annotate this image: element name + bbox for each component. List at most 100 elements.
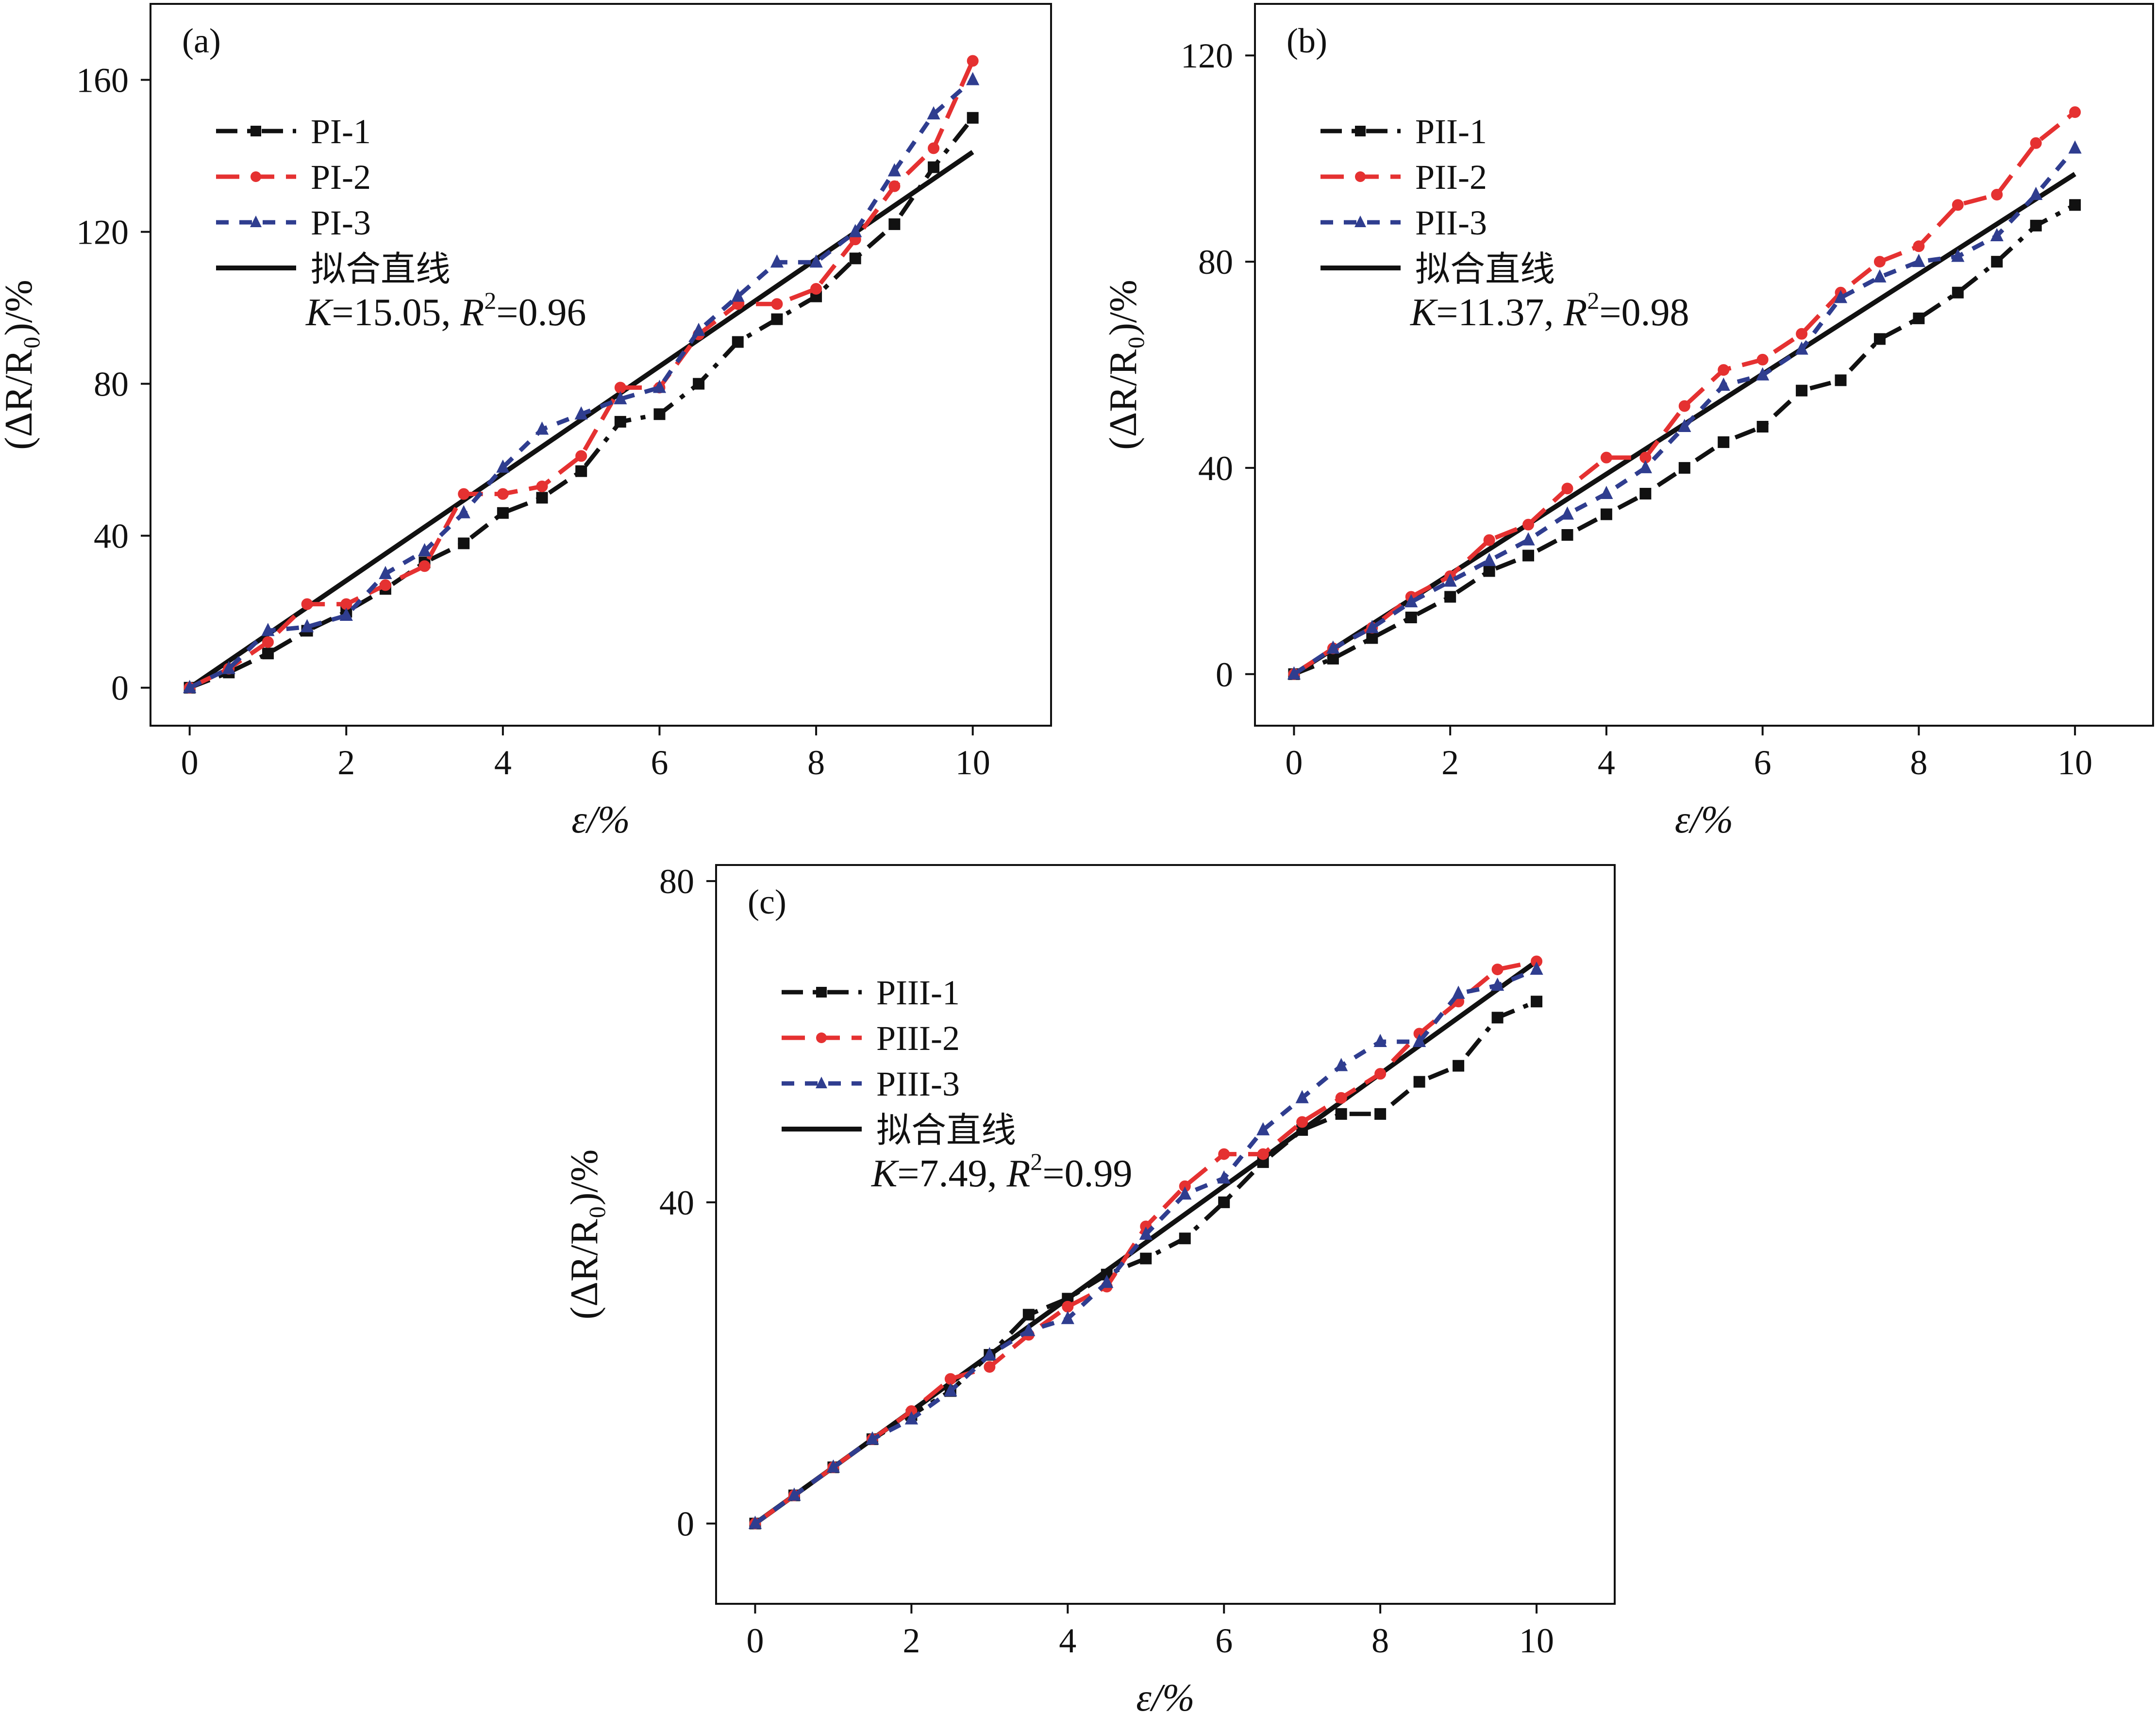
data-point: [748, 1515, 762, 1529]
data-point: [1179, 1180, 1191, 1192]
data-point: [1412, 1033, 1426, 1047]
data-point: [904, 1411, 919, 1425]
data-point: [887, 163, 902, 177]
data-point: [984, 1361, 996, 1373]
chart-panel-a: 0 2 4 6 8 1004080120160ε/%(ΔR/R₀)/%(a)PI-1PI-…: [0, 3, 1052, 841]
data-point: [1835, 374, 1847, 386]
data-point: [1561, 483, 1573, 495]
data-point: [1991, 256, 2003, 268]
y-tick-label: 120: [1181, 36, 1233, 75]
data-point: [1913, 312, 1925, 324]
legend-label: PIII-3: [876, 1065, 960, 1103]
data-point: [1374, 1108, 1387, 1120]
fit-r-symbol: R: [1563, 291, 1588, 334]
legend-label: 拟合直线: [876, 1111, 1016, 1150]
data-point: [497, 488, 509, 500]
data-point: [866, 1431, 879, 1445]
y-axis-title: (ΔR/R₀)/%: [0, 280, 40, 449]
fit-r-value: =0.99: [1042, 1152, 1132, 1195]
data-point: [983, 1347, 996, 1361]
x-tick-label: 4: [1059, 1621, 1076, 1660]
data-point: [1296, 1116, 1308, 1128]
x-tick-label: 8: [1910, 743, 1927, 782]
legend-marker: [816, 1032, 827, 1043]
data-point: [535, 421, 549, 435]
data-point: [809, 254, 823, 268]
data-point: [731, 288, 745, 302]
y-tick-label: 160: [76, 61, 129, 100]
data-point: [339, 607, 353, 621]
x-tick-label: 10: [1519, 1621, 1554, 1660]
chart-panel-b: 0 2 4 6 8 10 0 40 80 120 ε/% (ΔR/R₀)/% (b) PII-1 PII-2…: [1102, 3, 2154, 841]
legend-label: 拟合直线: [311, 250, 451, 289]
fit-r-superscript: 2: [1030, 1148, 1042, 1175]
data-point: [1522, 518, 1535, 531]
x-tick-label: 0: [746, 1621, 764, 1660]
y-axis-title: (ΔR/R₀)/%: [563, 1149, 606, 1319]
data-point: [379, 566, 392, 579]
series-line-pi-2: [188, 60, 975, 690]
x-tick-label: 4: [1598, 743, 1615, 782]
data-point: [1638, 460, 1652, 473]
legend-marker: [1355, 126, 1366, 136]
data-point: [1443, 573, 1457, 587]
data-point: [1179, 1232, 1191, 1245]
data-point: [1374, 1068, 1387, 1080]
x-axis-title: ε/%: [1675, 799, 1733, 841]
x-tick-label: 6: [1215, 1621, 1233, 1660]
data-point: [770, 254, 784, 268]
data-point: [1217, 1170, 1231, 1184]
data-point: [1218, 1148, 1230, 1160]
x-tick-label: 6: [651, 743, 668, 782]
y-tick-label: 0: [111, 669, 129, 708]
y-tick-label: 80: [659, 862, 694, 901]
data-point: [1295, 1090, 1309, 1103]
data-point: [1756, 367, 1770, 381]
data-point: [1951, 249, 1965, 262]
data-point: [575, 465, 587, 477]
data-point: [1365, 619, 1379, 633]
legend-label: PII-2: [1415, 158, 1487, 197]
data-point: [1795, 341, 1808, 355]
x-axis-title: ε/%: [1136, 1677, 1194, 1714]
x-tick-label: 2: [903, 1621, 920, 1660]
fit-equation: K=11.37, R2=0.98: [1410, 287, 1689, 334]
data-point: [1444, 591, 1456, 603]
data-point: [1678, 418, 1691, 432]
fit-k-symbol: K: [1410, 291, 1438, 334]
panel-label: (a): [182, 21, 221, 60]
data-point: [1490, 977, 1504, 991]
x-tick-label: 2: [1441, 743, 1459, 782]
data-point: [1022, 1323, 1036, 1336]
y-tick-label: 120: [76, 213, 129, 252]
x-tick-label: 10: [2057, 743, 2092, 782]
fit-r-value: =0.96: [496, 291, 586, 334]
data-point: [1560, 506, 1574, 520]
y-tick-label: 80: [94, 365, 129, 404]
data-point: [614, 382, 626, 394]
data-point: [261, 623, 275, 636]
legend-marker: [251, 171, 261, 182]
data-point: [1756, 353, 1769, 366]
data-point: [2068, 140, 2082, 154]
data-point: [1717, 377, 1730, 391]
data-point: [1491, 964, 1504, 975]
data-point: [732, 336, 744, 348]
fit-r-symbol: R: [1006, 1152, 1030, 1195]
x-tick-label: 8: [1371, 1621, 1389, 1660]
data-point: [652, 380, 667, 393]
series-line-pi-3: [188, 78, 974, 690]
legend-marker: [816, 1077, 827, 1088]
legend-label: PI-1: [311, 112, 371, 151]
data-point: [1335, 1092, 1347, 1104]
y-tick-label: 40: [659, 1183, 694, 1222]
data-point: [849, 224, 862, 237]
panel-label: (c): [748, 882, 786, 921]
data-point: [1326, 640, 1340, 654]
data-point: [1062, 1300, 1074, 1313]
x-tick-label: 2: [337, 743, 355, 782]
data-point: [497, 507, 509, 519]
data-point: [1061, 1311, 1074, 1324]
fit-r-superscript: 2: [1587, 287, 1599, 314]
